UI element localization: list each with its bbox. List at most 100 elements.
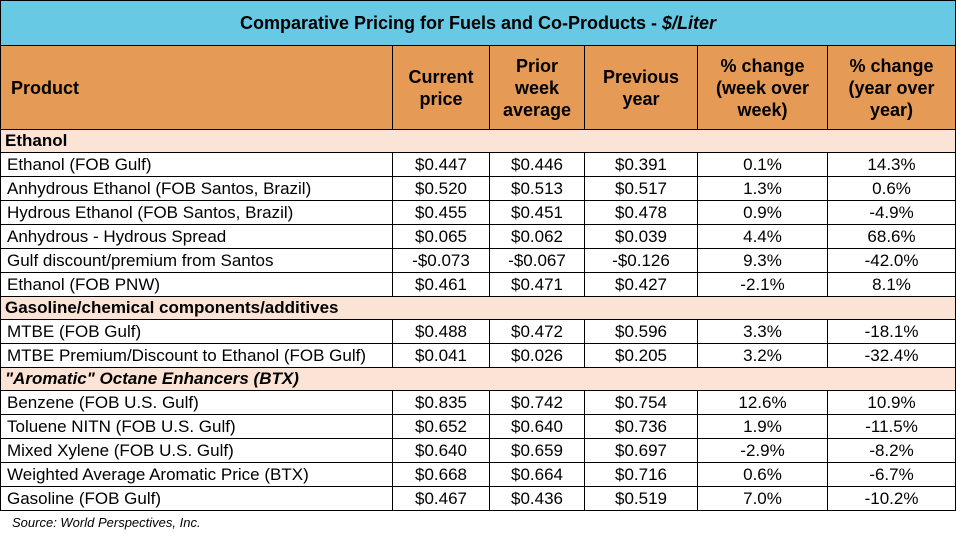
data-row: Ethanol (FOB Gulf) $0.447 $0.446 $0.391 0.1%… — [0, 152, 956, 177]
value-cell: $0.640 — [392, 438, 490, 463]
data-row: Toluene NITN (FOB U.S. Gulf) $0.652 $0.640… — [0, 414, 956, 439]
product-cell: Anhydrous Ethanol (FOB Santos, Brazil) — [0, 176, 393, 201]
product-cell: Anhydrous - Hydrous Spread — [0, 224, 393, 249]
value-cell: $0.427 — [584, 272, 698, 297]
data-row: Ethanol (FOB PNW) $0.461 $0.471 $0.427 -2.1%… — [0, 272, 956, 297]
column-header: Product — [0, 45, 393, 130]
value-cell: $0.659 — [489, 438, 585, 463]
column-header: Prior week average — [489, 45, 585, 130]
value-cell: -6.7% — [826, 462, 956, 487]
value-cell: $0.446 — [489, 152, 585, 177]
value-cell: $0.754 — [584, 390, 698, 415]
value-cell: $0.039 — [584, 224, 698, 249]
column-header: Current price — [392, 45, 490, 130]
value-cell: $0.716 — [584, 462, 698, 487]
section-row: Ethanol — [0, 129, 956, 153]
value-cell: 10.9% — [826, 390, 956, 415]
value-cell: 68.6% — [826, 224, 956, 249]
value-cell: -$0.067 — [489, 248, 585, 273]
value-cell: $0.065 — [392, 224, 490, 249]
value-cell: $0.447 — [392, 152, 490, 177]
source: Source: World Perspectives, Inc. — [12, 515, 201, 530]
value-cell: -11.5% — [826, 414, 956, 439]
product-cell: Gasoline (FOB Gulf) — [0, 486, 393, 511]
data-row: Weighted Average Aromatic Price (BTX) $0.… — [0, 462, 956, 487]
header-row: Product Current price Prior week average Pr… — [0, 45, 956, 130]
product-cell: MTBE Premium/Discount to Ethanol (FOB Gu… — [0, 343, 393, 368]
value-cell: $0.596 — [584, 319, 698, 344]
product-cell: Ethanol (FOB Gulf) — [0, 152, 393, 177]
value-cell: 3.3% — [697, 319, 828, 344]
pricing-table: Comparative Pricing for Fuels and Co-Pro… — [0, 0, 956, 511]
value-cell: $0.697 — [584, 438, 698, 463]
value-cell: $0.520 — [392, 176, 490, 201]
product-cell: Gulf discount/premium from Santos — [0, 248, 393, 273]
section-title: Gasoline/chemical components/additives — [0, 296, 956, 320]
product-cell: Mixed Xylene (FOB U.S. Gulf) — [0, 438, 393, 463]
title: Comparative Pricing for Fuels and Co-Pro… — [239, 13, 658, 33]
value-cell: 0.6% — [697, 462, 828, 487]
value-cell: 4.4% — [697, 224, 828, 249]
data-row: Anhydrous - Hydrous Spread $0.065 $0.062 $0… — [0, 224, 956, 249]
product-cell: Ethanol (FOB PNW) — [0, 272, 393, 297]
value-cell: $0.436 — [489, 486, 585, 511]
value-cell: -4.9% — [826, 200, 956, 225]
value-cell: -8.2% — [826, 438, 956, 463]
data-row: Gasoline (FOB Gulf) $0.467 $0.436 $0.519 7.0… — [0, 486, 956, 511]
data-row: Benzene (FOB U.S. Gulf) $0.835 $0.742 $0.75… — [0, 390, 956, 415]
value-cell: $0.471 — [489, 272, 585, 297]
value-cell: $0.668 — [392, 462, 490, 487]
value-cell: $0.664 — [489, 462, 585, 487]
value-cell: -$0.126 — [584, 248, 698, 273]
value-cell: $0.041 — [392, 343, 490, 368]
value-cell: $0.513 — [489, 176, 585, 201]
value-cell: $0.026 — [489, 343, 585, 368]
section-row: Gasoline/chemical components/additives — [0, 296, 956, 320]
data-row: Hydrous Ethanol (FOB Santos, Brazil) $0.4… — [0, 200, 956, 225]
value-cell: 7.0% — [697, 486, 828, 511]
data-row: Anhydrous Ethanol (FOB Santos, Brazil) $0… — [0, 176, 956, 201]
product-cell: Benzene (FOB U.S. Gulf) — [0, 390, 393, 415]
product-cell: MTBE (FOB Gulf) — [0, 319, 393, 344]
value-cell: 8.1% — [826, 272, 956, 297]
value-cell: -$0.073 — [392, 248, 490, 273]
value-cell: 1.3% — [697, 176, 828, 201]
table-body: Comparative Pricing for Fuels and Co-Pro… — [0, 0, 956, 511]
title-unit: $/Liter — [662, 13, 717, 33]
value-cell: -2.9% — [697, 438, 828, 463]
value-cell: -2.1% — [697, 272, 828, 297]
value-cell: 0.9% — [697, 200, 828, 225]
value-cell: $0.652 — [392, 414, 490, 439]
value-cell: $0.451 — [489, 200, 585, 225]
title-cell: Comparative Pricing for Fuels and Co-Pro… — [0, 0, 956, 46]
data-row: Gulf discount/premium from Santos -$0.073… — [0, 248, 956, 273]
value-cell: $0.517 — [584, 176, 698, 201]
value-cell: -42.0% — [826, 248, 956, 273]
value-cell: $0.488 — [392, 319, 490, 344]
value-cell: 12.6% — [697, 390, 828, 415]
column-header: % change (week over week) — [697, 45, 828, 130]
section-title: "Aromatic" Octane Enhancers (BTX) — [0, 367, 956, 391]
section-title: Ethanol — [0, 129, 956, 153]
value-cell: $0.461 — [392, 272, 490, 297]
value-cell: 14.3% — [826, 152, 956, 177]
value-cell: $0.736 — [584, 414, 698, 439]
value-cell: 0.6% — [826, 176, 956, 201]
value-cell: $0.472 — [489, 319, 585, 344]
data-row: MTBE Premium/Discount to Ethanol (FOB Gu… — [0, 343, 956, 368]
column-header: % change (year over year) — [826, 45, 956, 130]
value-cell: $0.835 — [392, 390, 490, 415]
value-cell: $0.742 — [489, 390, 585, 415]
value-cell: $0.391 — [584, 152, 698, 177]
value-cell: $0.455 — [392, 200, 490, 225]
product-cell: Weighted Average Aromatic Price (BTX) — [0, 462, 393, 487]
value-cell: $0.062 — [489, 224, 585, 249]
product-cell: Toluene NITN (FOB U.S. Gulf) — [0, 414, 393, 439]
value-cell: $0.467 — [392, 486, 490, 511]
column-header: Previous year — [584, 45, 698, 130]
value-cell: 3.2% — [697, 343, 828, 368]
value-cell: 1.9% — [697, 414, 828, 439]
title-row: Comparative Pricing for Fuels and Co-Pro… — [0, 0, 956, 46]
value-cell: $0.519 — [584, 486, 698, 511]
